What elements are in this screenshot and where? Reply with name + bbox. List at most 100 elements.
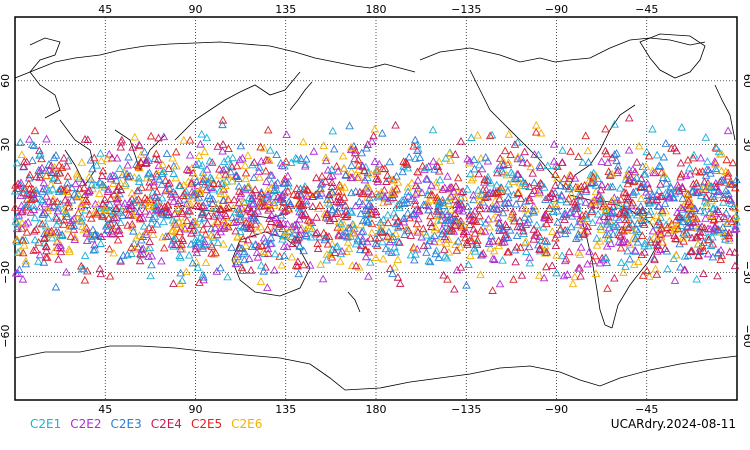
observation-marker xyxy=(227,176,237,185)
observation-marker xyxy=(169,234,179,243)
observation-marker xyxy=(692,188,701,197)
observation-marker xyxy=(678,204,688,213)
observation-marker xyxy=(218,120,227,129)
observation-marker xyxy=(334,191,343,200)
observation-marker xyxy=(483,204,492,213)
observation-marker xyxy=(475,211,484,220)
observation-marker xyxy=(195,185,205,194)
observation-marker xyxy=(373,174,383,183)
observation-marker xyxy=(140,147,149,156)
observation-marker xyxy=(21,202,30,210)
observation-marker xyxy=(678,184,687,192)
observation-marker xyxy=(79,183,89,192)
observation-marker xyxy=(701,214,710,222)
observation-marker xyxy=(240,161,250,169)
observation-marker xyxy=(76,261,86,270)
observation-marker xyxy=(637,231,647,239)
observation-marker xyxy=(633,206,642,215)
observation-marker xyxy=(301,209,310,217)
observation-marker xyxy=(517,222,527,231)
observation-marker xyxy=(224,195,234,204)
observation-marker xyxy=(280,251,289,260)
observation-marker xyxy=(637,213,646,222)
observation-marker xyxy=(372,164,382,173)
observation-marker xyxy=(470,246,480,255)
observation-marker xyxy=(465,214,475,223)
observation-marker xyxy=(235,191,245,200)
observation-marker xyxy=(432,206,442,215)
observation-marker xyxy=(685,163,694,172)
observation-marker xyxy=(39,258,49,266)
observation-marker xyxy=(638,271,648,279)
observation-marker xyxy=(363,168,373,177)
observation-marker xyxy=(303,215,313,224)
observation-marker xyxy=(232,254,241,263)
observation-marker xyxy=(540,248,550,257)
observation-marker xyxy=(355,187,365,196)
observation-marker xyxy=(253,252,263,261)
observation-marker xyxy=(467,175,476,184)
observation-marker xyxy=(201,258,211,266)
observation-marker xyxy=(171,189,180,198)
observation-marker xyxy=(564,247,574,256)
observation-marker xyxy=(669,193,679,202)
observation-marker xyxy=(399,214,408,223)
observation-marker xyxy=(515,178,525,187)
observation-marker xyxy=(84,172,94,181)
observation-marker xyxy=(670,276,680,284)
observation-marker xyxy=(466,251,475,260)
observation-marker xyxy=(164,164,173,172)
observation-marker xyxy=(254,242,263,250)
observation-marker xyxy=(436,215,446,224)
observation-marker xyxy=(610,150,619,158)
observation-marker xyxy=(450,284,459,293)
observation-marker xyxy=(232,161,242,170)
observation-marker xyxy=(603,284,612,292)
observation-marker xyxy=(608,202,618,211)
observation-marker xyxy=(426,211,435,220)
observation-marker xyxy=(506,167,516,176)
observation-marker xyxy=(207,174,217,183)
observation-marker xyxy=(485,222,494,231)
observation-marker xyxy=(246,207,255,215)
observation-marker xyxy=(153,155,163,163)
observation-marker xyxy=(66,232,76,240)
observation-marker xyxy=(328,205,337,213)
observation-marker xyxy=(454,236,463,245)
observation-marker xyxy=(628,165,638,173)
observation-marker xyxy=(497,238,507,246)
observation-marker xyxy=(608,229,618,238)
observation-marker xyxy=(290,220,299,229)
observation-marker xyxy=(21,219,30,228)
observation-marker xyxy=(463,202,473,211)
observation-marker xyxy=(211,248,220,257)
observation-marker xyxy=(415,153,425,161)
observation-marker xyxy=(171,173,181,182)
observation-marker xyxy=(659,152,669,161)
observation-marker xyxy=(387,175,397,184)
observation-marker xyxy=(444,227,454,235)
observation-marker xyxy=(243,204,252,213)
observation-marker xyxy=(275,219,285,227)
observation-marker xyxy=(187,221,196,230)
observation-marker xyxy=(204,211,213,220)
observation-marker xyxy=(250,185,260,194)
observation-marker xyxy=(312,213,321,221)
observation-marker xyxy=(22,227,32,236)
observation-marker xyxy=(150,191,159,199)
observation-marker xyxy=(105,172,115,180)
observation-marker xyxy=(469,155,479,164)
observation-marker xyxy=(434,253,444,261)
observation-marker xyxy=(332,161,341,170)
observation-marker xyxy=(136,150,146,159)
observation-marker xyxy=(447,226,456,235)
observation-marker xyxy=(485,131,495,140)
observation-marker xyxy=(356,241,366,249)
observation-marker xyxy=(315,191,324,200)
observation-marker xyxy=(234,181,244,190)
observation-marker xyxy=(248,191,258,200)
observation-marker xyxy=(378,164,387,173)
observation-marker xyxy=(294,232,304,241)
observation-marker xyxy=(205,156,215,165)
observation-marker xyxy=(329,214,339,222)
